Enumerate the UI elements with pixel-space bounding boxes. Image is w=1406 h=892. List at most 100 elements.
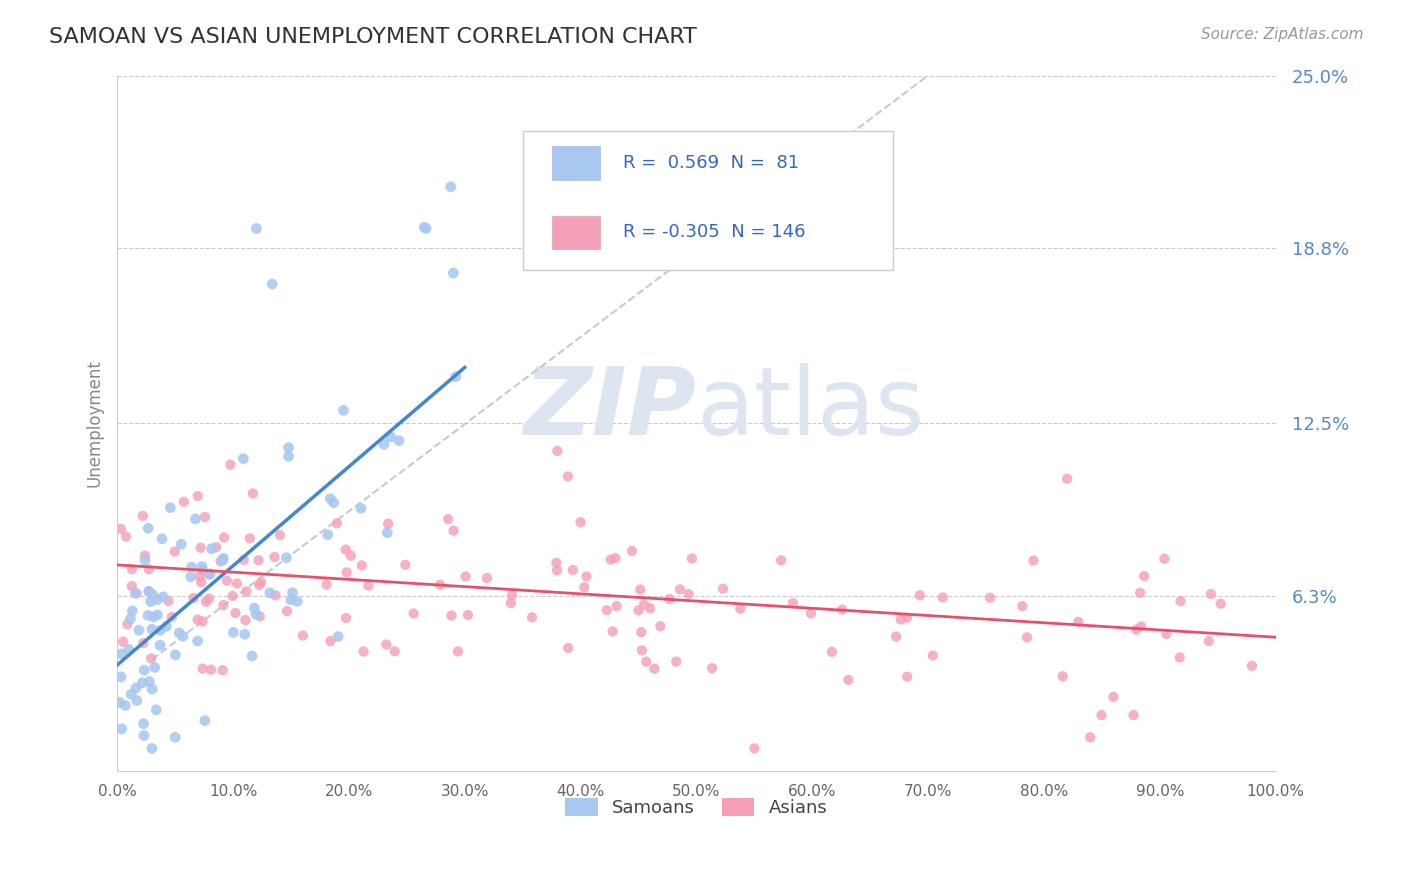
Point: [638, 601, 661, 615]
Point: [319, 634, 342, 648]
Point: [782, 596, 804, 610]
Point: [658, 592, 681, 607]
Point: [215, 574, 238, 588]
Point: [1015, 631, 1038, 645]
Point: [172, 629, 194, 643]
Point: [146, 607, 169, 622]
Point: [247, 553, 270, 567]
Point: [606, 599, 628, 614]
Point: [319, 491, 342, 506]
Point: [142, 610, 165, 624]
Point: [150, 532, 173, 546]
Point: [627, 603, 650, 617]
Point: [621, 544, 644, 558]
Point: [380, 430, 402, 444]
Point: [316, 527, 339, 541]
Point: [602, 624, 624, 639]
Point: [136, 521, 159, 535]
Point: [165, 648, 187, 662]
Point: [322, 496, 344, 510]
Point: [1125, 623, 1147, 637]
Point: [242, 486, 264, 500]
Point: [546, 444, 568, 458]
Point: [770, 553, 793, 567]
Point: [187, 613, 209, 627]
Point: [235, 584, 257, 599]
Point: [190, 575, 212, 590]
Point: [394, 558, 416, 572]
Point: [232, 553, 254, 567]
Point: [1022, 553, 1045, 567]
Point: [152, 590, 174, 604]
Point: [226, 576, 249, 591]
Point: [118, 642, 141, 657]
Point: [631, 643, 654, 657]
Point: [157, 594, 180, 608]
Point: [121, 604, 143, 618]
Point: [159, 500, 181, 515]
Point: [163, 544, 186, 558]
Point: [264, 588, 287, 602]
Point: [121, 562, 143, 576]
Point: [979, 591, 1001, 605]
Point: [630, 625, 652, 640]
Point: [134, 553, 156, 567]
Point: [212, 551, 235, 566]
Point: [557, 469, 579, 483]
Point: [146, 592, 169, 607]
Point: [138, 584, 160, 599]
Point: [141, 622, 163, 636]
Point: [444, 369, 467, 384]
Point: [413, 220, 436, 235]
Point: [837, 673, 859, 687]
Point: [191, 559, 214, 574]
Point: [340, 549, 363, 563]
Point: [375, 525, 398, 540]
Point: [136, 608, 159, 623]
Point: [249, 609, 271, 624]
Point: [111, 722, 134, 736]
Point: [110, 522, 132, 536]
Point: [198, 591, 221, 606]
Point: [141, 682, 163, 697]
Point: [821, 645, 844, 659]
Point: [250, 575, 273, 590]
Point: [350, 501, 373, 516]
Point: [138, 562, 160, 576]
Point: [1067, 615, 1090, 629]
Point: [141, 651, 163, 665]
Point: [219, 458, 242, 472]
Point: [114, 698, 136, 713]
Point: [1198, 634, 1220, 648]
Point: [240, 648, 263, 663]
Point: [700, 661, 723, 675]
Point: [167, 626, 190, 640]
Point: [447, 644, 470, 658]
Point: [357, 579, 380, 593]
Point: [194, 510, 217, 524]
Point: [184, 512, 207, 526]
Point: [243, 601, 266, 615]
Point: [633, 598, 655, 612]
Point: [475, 571, 498, 585]
Point: [173, 495, 195, 509]
Point: [138, 584, 160, 599]
Point: [180, 560, 202, 574]
Point: [245, 607, 267, 622]
Point: [233, 627, 256, 641]
Point: [183, 591, 205, 606]
Point: [546, 556, 568, 570]
Point: [441, 266, 464, 280]
Point: [932, 591, 955, 605]
Point: [200, 566, 222, 581]
Point: [896, 610, 918, 624]
Text: R =  0.569  N =  81: R = 0.569 N = 81: [623, 154, 799, 172]
Point: [501, 588, 523, 602]
Point: [212, 598, 235, 612]
Point: [1102, 690, 1125, 704]
Point: [1078, 731, 1101, 745]
Point: [520, 610, 543, 624]
Point: [440, 179, 463, 194]
Text: Source: ZipAtlas.com: Source: ZipAtlas.com: [1201, 27, 1364, 42]
Point: [711, 582, 734, 596]
